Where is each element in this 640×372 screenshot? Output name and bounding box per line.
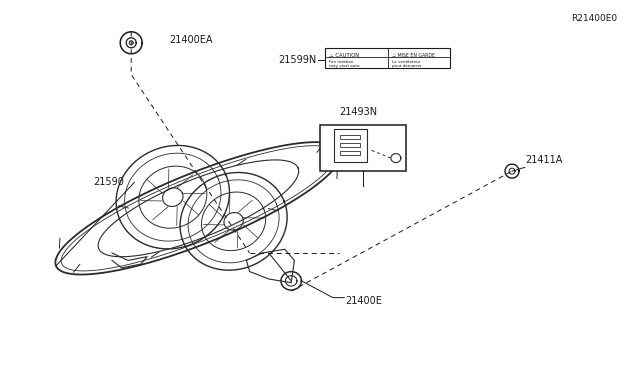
Text: 21590: 21590: [93, 177, 124, 187]
Text: R21400E0: R21400E0: [572, 14, 618, 23]
Bar: [320, 125, 406, 171]
Bar: [334, 129, 367, 162]
Text: 21400EA: 21400EA: [170, 35, 213, 45]
Text: ⚠ MISE EN GARDE: ⚠ MISE EN GARDE: [392, 52, 435, 58]
Bar: [340, 151, 360, 155]
Bar: [340, 135, 360, 139]
Text: 21411A: 21411A: [525, 155, 562, 165]
Text: 21599N: 21599N: [278, 55, 317, 64]
Text: 21493N: 21493N: [339, 107, 378, 116]
Bar: [325, 48, 450, 68]
Text: ⚠ CAUTION: ⚠ CAUTION: [329, 52, 359, 58]
Text: Le ventilateur
peut démarrer.: Le ventilateur peut démarrer.: [392, 60, 422, 68]
Text: 21400E: 21400E: [346, 296, 383, 306]
Text: Fan rotation
may start auto.: Fan rotation may start auto.: [329, 60, 361, 68]
Bar: [340, 143, 360, 147]
